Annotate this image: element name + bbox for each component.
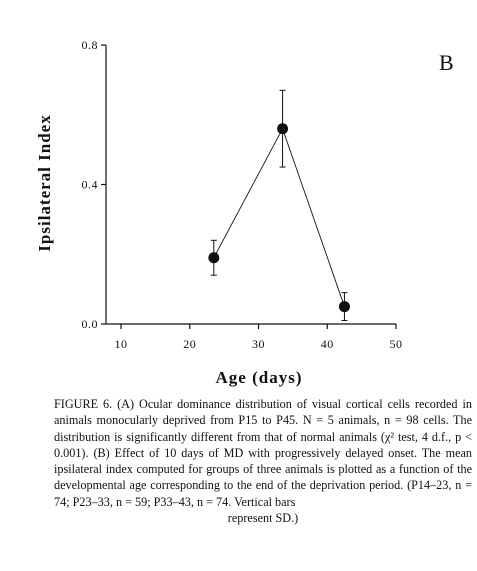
- caption-last-line: represent SD.): [227, 511, 299, 526]
- series-line: [213, 127, 345, 307]
- x-tick-label: 50: [390, 337, 403, 351]
- x-tick-label: 40: [321, 337, 334, 351]
- figure-caption: FIGURE 6. (A) Ocular dominance distribut…: [54, 396, 472, 526]
- x-tick-label: 10: [115, 337, 128, 351]
- y-tick-label: 0.8: [82, 38, 99, 52]
- data-point: [208, 252, 220, 264]
- y-tick-label: 0.0: [82, 317, 99, 331]
- data-point: [338, 301, 350, 313]
- panel-label: B: [439, 50, 454, 75]
- x-tick-label: 30: [252, 337, 265, 351]
- data-point: [277, 123, 289, 135]
- caption-body: FIGURE 6. (A) Ocular dominance distribut…: [54, 397, 472, 509]
- x-tick-label: 20: [183, 337, 196, 351]
- axes: 0.0 0.4 0.8 10 20 30 40 50: [82, 38, 403, 351]
- y-axis-title: Ipsilateral Index: [35, 114, 54, 251]
- y-tick-label: 0.4: [82, 178, 99, 192]
- x-axis-title: Age (days): [216, 368, 303, 387]
- data-series: [208, 89, 350, 322]
- chart: 0.0 0.4 0.8 10 20 30 40 50 Ipsilateral Index Ag…: [35, 38, 454, 387]
